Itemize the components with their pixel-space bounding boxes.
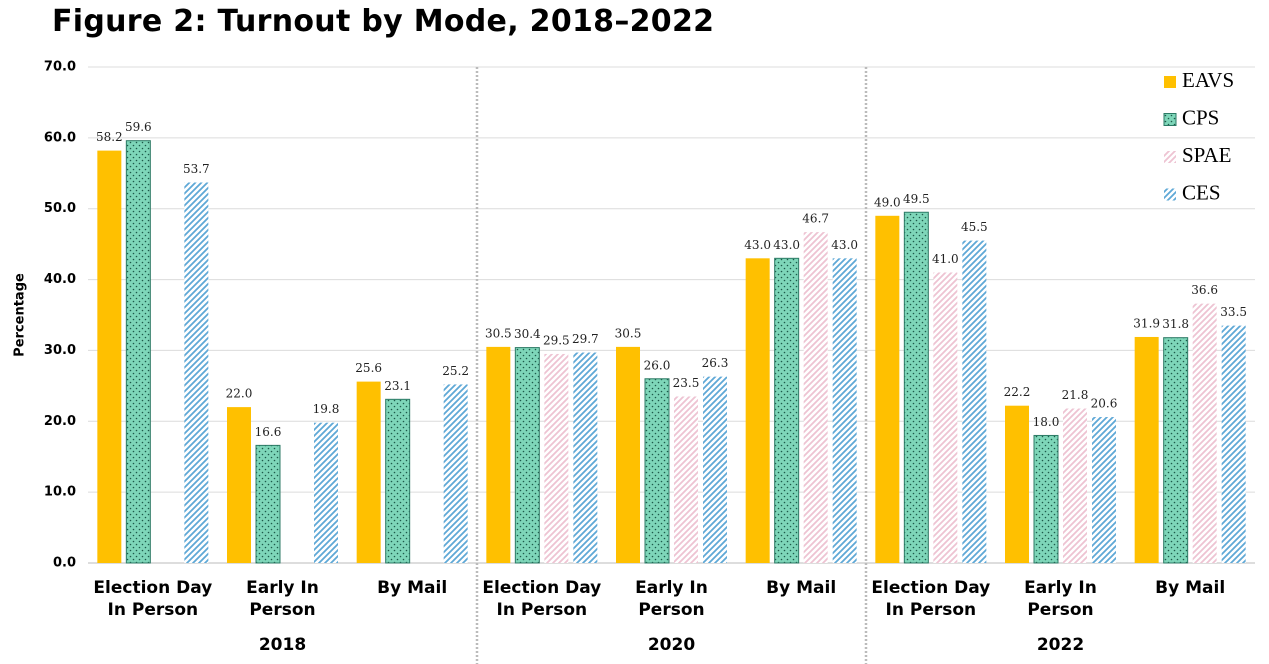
- group-label: 2022: [1036, 635, 1085, 655]
- bar: [97, 150, 122, 563]
- value-label: 26.3: [702, 356, 729, 370]
- bar: [962, 240, 987, 563]
- value-label: 58.2: [96, 130, 123, 144]
- bar: [1033, 434, 1059, 564]
- bar: [674, 396, 698, 563]
- bar: [1092, 417, 1116, 563]
- legend-label: SPAE: [1182, 143, 1231, 167]
- x-tick-label: By Mail: [766, 578, 837, 598]
- value-label: 20.6: [1091, 397, 1118, 411]
- value-label: 41.0: [932, 252, 959, 266]
- value-label: 36.6: [1191, 283, 1218, 297]
- bar: [1221, 325, 1246, 563]
- value-label: 30.5: [485, 326, 512, 340]
- bar: [616, 346, 640, 563]
- value-label: 31.9: [1133, 316, 1160, 330]
- bar: [544, 353, 569, 563]
- x-tick-label: Election Day In Person: [93, 578, 213, 620]
- bar: [356, 381, 381, 563]
- value-label: 23.5: [673, 376, 700, 390]
- chart-title: Figure 2: Turnout by Mode, 2018–2022: [52, 4, 715, 39]
- bar: [644, 378, 670, 564]
- bar: [1163, 337, 1189, 564]
- y-tick-label: 10.0: [44, 485, 76, 500]
- value-label: 43.0: [773, 238, 800, 252]
- bar: [443, 384, 468, 563]
- bar: [933, 272, 958, 563]
- bar: [573, 352, 598, 563]
- bar: [184, 182, 209, 564]
- bar: [514, 347, 540, 564]
- y-tick-label: 50.0: [44, 201, 76, 216]
- legend-label: CES: [1182, 180, 1221, 204]
- value-label: 29.5: [543, 333, 570, 347]
- bar: [1063, 408, 1087, 563]
- value-label: 22.0: [226, 387, 253, 401]
- y-tick-label: 70.0: [44, 60, 76, 75]
- x-tick-label: Early In Person: [635, 578, 708, 620]
- value-label: 59.6: [125, 120, 152, 134]
- value-label: 45.5: [961, 220, 988, 234]
- value-label: 26.0: [644, 358, 671, 372]
- y-tick-label: 30.0: [44, 343, 76, 358]
- x-tick-label: By Mail: [1155, 578, 1226, 598]
- bar: [832, 258, 857, 563]
- value-label: 43.0: [744, 238, 771, 252]
- value-label: 29.7: [572, 332, 599, 346]
- value-label: 23.1: [384, 379, 411, 393]
- legend-swatch: [1164, 151, 1176, 163]
- bar: [803, 232, 828, 563]
- value-label: 49.5: [903, 192, 930, 206]
- x-tick-label: Election Day In Person: [482, 578, 602, 620]
- bar: [385, 398, 411, 564]
- value-label: 49.0: [874, 195, 901, 209]
- bar: [903, 211, 929, 564]
- bar: [486, 346, 511, 563]
- value-label: 21.8: [1062, 388, 1089, 402]
- value-label: 53.7: [183, 162, 210, 176]
- value-label: 19.8: [313, 402, 340, 416]
- bar: [745, 258, 770, 563]
- legend-swatch: [1163, 113, 1177, 126]
- x-tick-label: By Mail: [377, 578, 448, 598]
- y-tick-label: 60.0: [44, 130, 76, 145]
- group-label: 2018: [258, 635, 307, 655]
- legend-swatch: [1164, 188, 1176, 201]
- bar: [1005, 405, 1029, 563]
- x-tick-label: Election Day In Person: [871, 578, 991, 620]
- value-label: 16.6: [255, 425, 282, 439]
- x-tick-label: Early In Person: [1024, 578, 1097, 620]
- bar: [314, 422, 338, 563]
- value-label: 43.0: [831, 238, 858, 252]
- value-label: 46.7: [802, 212, 829, 226]
- legend-label: EAVS: [1182, 68, 1234, 92]
- bar: [1192, 303, 1217, 563]
- bar: [774, 257, 800, 564]
- bar: [703, 376, 727, 563]
- value-label: 25.2: [442, 364, 469, 378]
- value-label: 33.5: [1220, 305, 1247, 319]
- group-label: 2020: [647, 635, 696, 655]
- y-tick-label: 20.0: [44, 414, 76, 429]
- y-tick-label: 0.0: [53, 556, 76, 571]
- legend-label: CPS: [1182, 105, 1219, 129]
- bar: [875, 215, 900, 564]
- value-label: 25.6: [355, 361, 382, 375]
- y-axis-title: Percentage: [13, 273, 28, 357]
- value-label: 22.2: [1004, 385, 1031, 399]
- value-label: 31.8: [1162, 317, 1189, 331]
- value-label: 30.5: [615, 326, 642, 340]
- bar: [125, 140, 151, 564]
- legend-swatch: [1164, 76, 1176, 88]
- x-tick-label: Early In Person: [246, 578, 319, 620]
- y-tick-label: 40.0: [44, 272, 76, 287]
- bar: [1134, 336, 1159, 563]
- bar: [255, 444, 281, 564]
- bar: [227, 407, 251, 563]
- value-label: 18.0: [1033, 415, 1060, 429]
- value-label: 30.4: [514, 327, 541, 341]
